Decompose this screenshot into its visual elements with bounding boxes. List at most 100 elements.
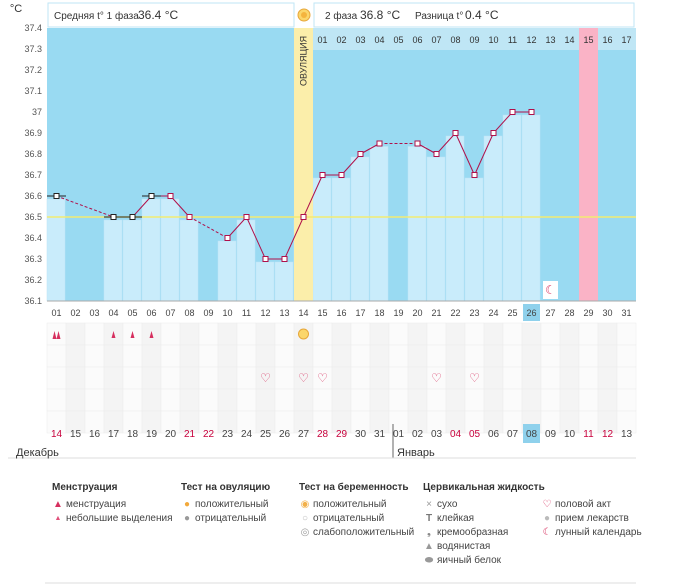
- legend-item: ▲ небольшие выделения: [52, 512, 173, 526]
- legend-item: ▲ менструация: [52, 498, 173, 512]
- grid-cell: [160, 322, 181, 346]
- ovulation-sun-core-icon: [301, 12, 307, 18]
- temperature-point: [53, 193, 60, 199]
- grid-cell: [464, 344, 485, 368]
- legend-menstruation: Менструация ▲ менструация ▲ небольшие выде…: [52, 482, 173, 526]
- date-label: 21: [184, 429, 196, 440]
- grid-cell: [388, 344, 409, 368]
- grid-cell: [597, 388, 618, 412]
- temperature-point: [490, 130, 497, 136]
- grid-cell: [616, 322, 637, 346]
- grid-cell: [331, 344, 352, 368]
- grid-cell: [84, 366, 105, 390]
- grid-cell: [559, 366, 580, 390]
- date-label: 23: [222, 429, 234, 440]
- heart-icon: ♡: [260, 371, 271, 385]
- temperature-point: [376, 140, 383, 147]
- sticky-icon: T: [425, 513, 433, 524]
- legend-label: отрицательный: [313, 513, 385, 524]
- grid-cell: [540, 366, 561, 390]
- legend-ovulation-test: Тест на овуляцию ● положительный ● отрицат…: [181, 482, 270, 526]
- date-label: 05: [469, 429, 481, 440]
- date-label: 04: [450, 429, 462, 440]
- temperature-point: [414, 140, 421, 147]
- grid-cell: [407, 366, 428, 390]
- grid-cell: [255, 388, 276, 412]
- grid-cell: [293, 388, 314, 412]
- temperature-bar: [369, 146, 389, 302]
- legend-label: положительный: [313, 499, 387, 510]
- date-label: 19: [146, 429, 158, 440]
- phase2-label: 2 фаза: [325, 10, 358, 22]
- grid-cell: [331, 366, 352, 390]
- date-row: 14 15 16 17 18 19 20 21 22 23 24 25 26 27 28 29 30 31 01 02…: [8, 424, 636, 584]
- temperature-point: [129, 214, 136, 220]
- phase2-day-label: 08: [450, 35, 460, 45]
- moon-box: [543, 281, 558, 299]
- temperature-point: [357, 151, 364, 157]
- moon-icon: ☾: [542, 527, 552, 538]
- grid-cell: [179, 366, 200, 390]
- date-label: 28: [317, 429, 329, 440]
- temperature-bar: [312, 177, 332, 302]
- trend-line-gap: [56, 195, 114, 218]
- pregnancy-positive-icon: ◉: [300, 499, 310, 510]
- phase2-day-label: 06: [412, 35, 422, 45]
- grid-cell: [464, 388, 485, 412]
- grid-cell: [426, 322, 447, 346]
- x-tick-label: 09: [203, 308, 213, 318]
- heart-icon: ♡: [542, 499, 552, 510]
- grid-cell: [483, 322, 504, 346]
- temperature-bar: [141, 198, 161, 302]
- legend-item: ⬬ яичный белок: [423, 554, 545, 568]
- grid-cell: [540, 388, 561, 412]
- grid-cell: [616, 388, 637, 412]
- x-tick-label: 30: [602, 308, 612, 318]
- grid-cell: [521, 344, 542, 368]
- dry-cross-icon: ×: [426, 499, 432, 510]
- grid-cell: [445, 344, 466, 368]
- temperature-bar: [426, 156, 446, 302]
- grid-cell: [312, 388, 333, 412]
- date-label: 02: [412, 429, 424, 440]
- temperature-point: [338, 172, 345, 178]
- ovulation-test-icon: [298, 328, 309, 340]
- temperature-point: [262, 256, 269, 262]
- grid-cell: [331, 388, 352, 412]
- date-label: 14: [51, 429, 63, 440]
- grid-cell: [369, 366, 390, 390]
- grid-cell: [350, 344, 371, 368]
- y-axis: 36.1 36.2 36.3 36.4 36.5 36.6 36.7 36.8 36.9 37 37…: [24, 23, 42, 306]
- date-label: 01: [393, 429, 405, 440]
- grid-cell: [502, 388, 523, 412]
- grid-cell: [502, 366, 523, 390]
- x-tick-label: 04: [108, 308, 118, 318]
- phase2-day-label: 01: [317, 35, 327, 45]
- temperature-bar: [103, 219, 123, 302]
- grid-cell: [483, 344, 504, 368]
- date-label: 03: [431, 429, 443, 440]
- trend-line: [360, 143, 380, 155]
- grid-cell: [426, 344, 447, 368]
- grid-cell: [445, 322, 466, 346]
- grid-cell: [160, 366, 181, 390]
- symptom-grid: ♡ ♡ ♡ ♡ ♡: [46, 322, 637, 434]
- y-tick-label: 36.4: [24, 233, 42, 243]
- grid-cell: [445, 388, 466, 412]
- temperature-point: [110, 214, 117, 220]
- eggwhite-icon: ⬬: [424, 555, 434, 566]
- pregnancy-negative-icon: ○: [301, 513, 309, 524]
- grid-cell: [540, 322, 561, 346]
- trend-line: [341, 153, 361, 176]
- temperature-bar: [46, 198, 66, 302]
- phase2-day-label: 07: [431, 35, 441, 45]
- grid-cell: [521, 366, 542, 390]
- grid-cell: [198, 366, 219, 390]
- y-tick-label: 36.7: [24, 170, 42, 180]
- x-tick-label: 19: [393, 308, 403, 318]
- grid-cell: [502, 322, 523, 346]
- legend-item: ○ отрицательный: [299, 512, 414, 526]
- x-tick-label: 24: [488, 308, 498, 318]
- legend-title: Тест на овуляцию: [181, 482, 271, 493]
- grid-cell: [198, 322, 219, 346]
